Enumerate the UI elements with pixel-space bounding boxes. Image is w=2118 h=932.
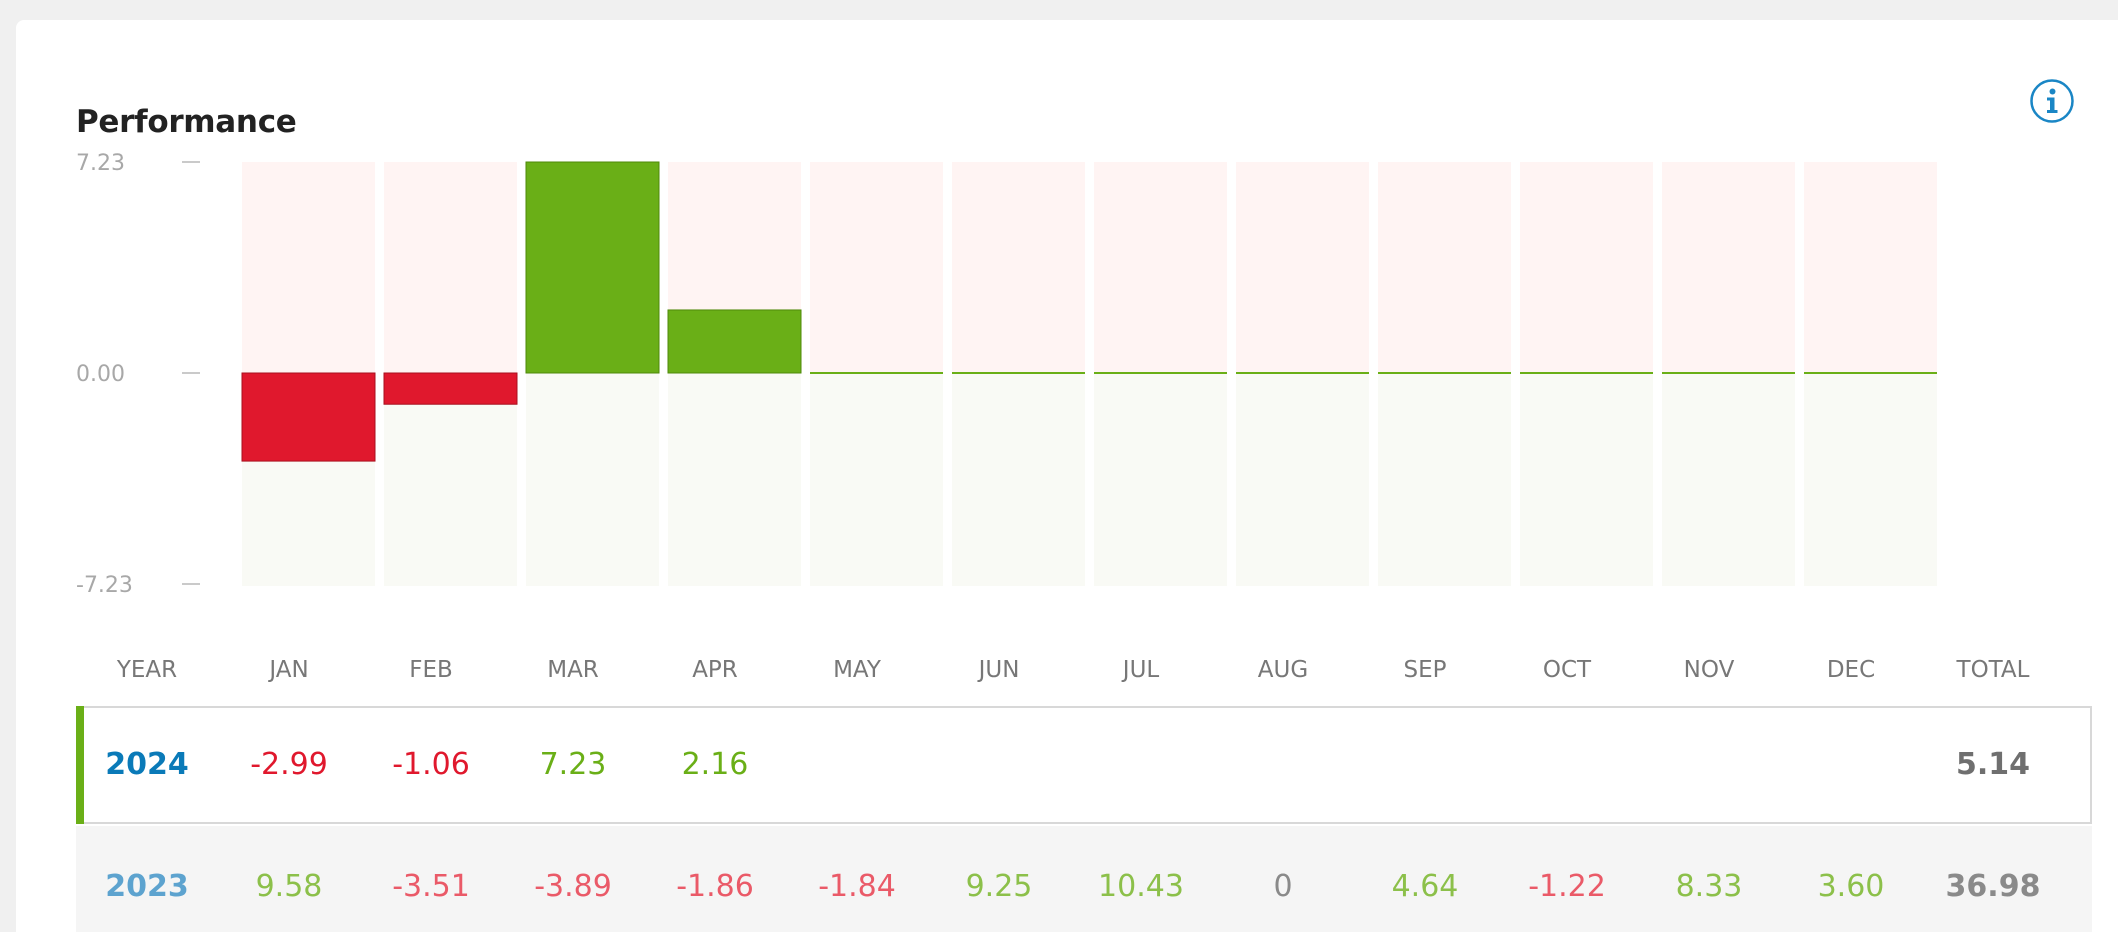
- chart-slot-lower: [810, 373, 943, 586]
- year-row-2024: 2024 -2.99 -1.06 7.23 2.16 5.14: [76, 706, 2092, 824]
- bar-sep: [1378, 372, 1511, 374]
- bar-nov: [1662, 372, 1795, 374]
- month-value-aug: 0: [1273, 869, 1293, 904]
- y-tick-label: 0.00: [76, 362, 125, 387]
- month-value-jun: 9.25: [965, 869, 1033, 904]
- bar-jan: [241, 372, 376, 462]
- chart-slot-lower: [952, 373, 1085, 586]
- bar-apr: [667, 309, 802, 374]
- column-header-jan: JAN: [269, 657, 309, 683]
- year-link-2024[interactable]: 2024: [105, 747, 189, 782]
- chart-slot-upper: [1662, 162, 1795, 373]
- chart-slot-lower: [1378, 373, 1511, 586]
- month-value-mar: 7.23: [539, 747, 607, 782]
- table-header-row: YEAR JAN FEB MAR APR MAY JUN JUL AUG SEP OCT NOV DEC…: [76, 642, 2092, 698]
- month-value-apr: -1.86: [676, 869, 754, 904]
- performance-bar-chart: 7.23 0.00 -7.23: [76, 151, 1937, 598]
- column-header-dec: DEC: [1826, 657, 1876, 683]
- chart-slot-upper: [1520, 162, 1653, 373]
- chart-slot-lower: [1094, 373, 1227, 586]
- bar-dec: [1804, 372, 1937, 374]
- month-value-dec: 3.60: [1817, 869, 1885, 904]
- chart-slot-upper: [810, 162, 943, 373]
- bar-oct: [1520, 372, 1653, 374]
- y-tick-label: -7.23: [76, 573, 133, 598]
- page-title: Performance: [76, 104, 297, 140]
- bar-feb: [383, 372, 518, 405]
- column-header-jul: JUL: [1122, 657, 1160, 683]
- chart-slot-lower: [668, 373, 801, 586]
- chart-slot-lower: [1662, 373, 1795, 586]
- column-header-aug: AUG: [1257, 657, 1309, 683]
- chart-slot-upper: [1236, 162, 1369, 373]
- selected-row-indicator: [76, 706, 84, 824]
- column-header-nov: NOV: [1683, 657, 1735, 683]
- month-value-mar: -3.89: [534, 869, 612, 904]
- month-value-sep: 4.64: [1391, 869, 1459, 904]
- info-icon[interactable]: [2029, 78, 2075, 124]
- bar-may: [810, 372, 943, 374]
- chart-slot-upper: [1804, 162, 1937, 373]
- chart-slot-upper: [384, 162, 517, 373]
- chart-slot-lower: [384, 373, 517, 586]
- bar-aug: [1236, 372, 1369, 374]
- month-value-nov: 8.33: [1675, 869, 1743, 904]
- column-header-may: MAY: [833, 657, 881, 683]
- month-value-feb: -1.06: [392, 747, 470, 782]
- month-value-apr: 2.16: [681, 747, 749, 782]
- year-total: 36.98: [1945, 869, 2041, 904]
- chart-slot-upper: [952, 162, 1085, 373]
- column-header-oct: OCT: [1542, 657, 1592, 683]
- month-value-may: -1.84: [818, 869, 896, 904]
- column-header-year: YEAR: [116, 657, 178, 683]
- month-value-jan: 9.58: [255, 869, 323, 904]
- year-row-2023: 2023 9.58 -3.51 -3.89 -1.86 -1.84 9.25 10.43 0 4.…: [76, 826, 2092, 932]
- month-value-jan: -2.99: [250, 747, 328, 782]
- chart-slot-lower: [1804, 373, 1937, 586]
- month-value-oct: -1.22: [1528, 869, 1606, 904]
- month-value-feb: -3.51: [392, 869, 470, 904]
- bar-jun: [952, 372, 1085, 374]
- chart-slot-upper: [1378, 162, 1511, 373]
- bar-mar: [525, 161, 660, 374]
- month-value-jul: 10.43: [1098, 869, 1184, 904]
- column-header-jun: JUN: [978, 657, 1020, 683]
- column-header-sep: SEP: [1403, 657, 1447, 683]
- column-header-total: TOTAL: [1956, 657, 2030, 683]
- year-link-2023[interactable]: 2023: [105, 869, 189, 904]
- column-header-feb: FEB: [409, 657, 453, 683]
- chart-slot-lower: [1236, 373, 1369, 586]
- chart-slot-upper: [242, 162, 375, 373]
- column-header-mar: MAR: [547, 657, 599, 683]
- bar-jul: [1094, 372, 1227, 374]
- performance-card: Performance 7.23 0.00 -7.23 YEAR JAN FEB MAR A…: [16, 20, 2118, 932]
- y-tick-label: 7.23: [76, 151, 125, 176]
- chart-slot-upper: [1094, 162, 1227, 373]
- chart-slot-lower: [526, 373, 659, 586]
- chart-slot-lower: [1520, 373, 1653, 586]
- year-total: 5.14: [1955, 747, 2031, 782]
- column-header-apr: APR: [692, 657, 738, 683]
